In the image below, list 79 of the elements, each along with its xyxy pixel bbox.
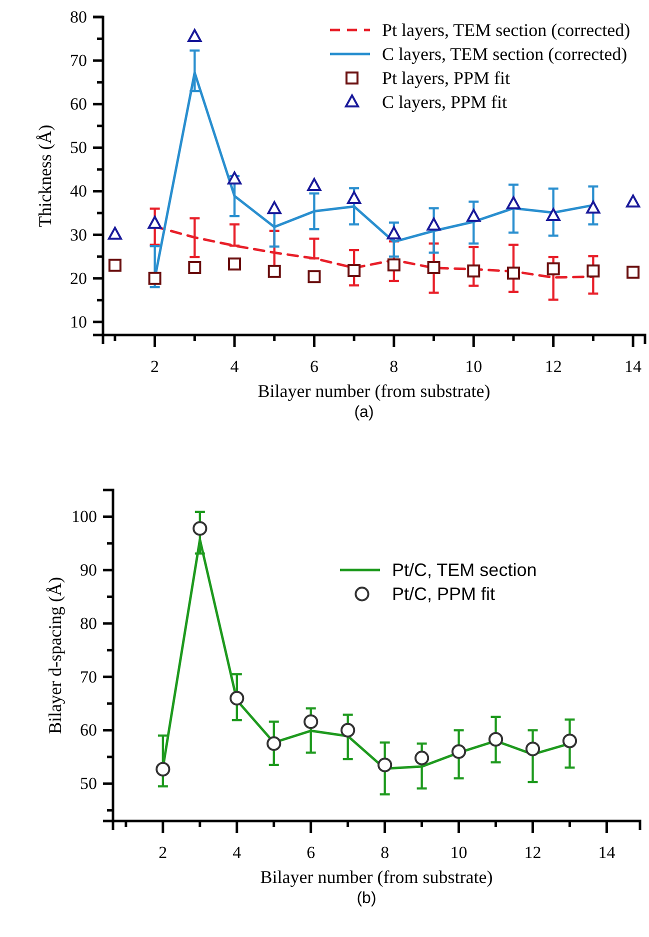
y-tick-label: 90	[80, 560, 97, 580]
x-tick-label: 14	[624, 357, 642, 376]
y-tick-label: 40	[70, 182, 87, 201]
point	[546, 262, 560, 276]
x-tick-label: 2	[158, 843, 168, 862]
y-tick-label: 70	[70, 51, 87, 70]
point	[467, 264, 480, 278]
point	[268, 264, 281, 278]
point	[307, 178, 322, 191]
point	[348, 264, 361, 278]
point	[347, 191, 362, 204]
legend-label: C layers, TEM section (corrected)	[382, 44, 628, 64]
x-tick-label: 4	[232, 843, 242, 862]
y-axis-title: Bilayer d-spacing (Å)	[45, 577, 65, 734]
y-tick-label: 50	[80, 774, 97, 794]
y-axis-title: Thickness (Å)	[35, 124, 55, 228]
x-tick-label: 12	[524, 843, 542, 862]
y-tick-label: 50	[70, 138, 87, 158]
point	[377, 758, 392, 772]
y-tick-label: 80	[80, 614, 97, 633]
point	[148, 216, 162, 229]
point	[228, 257, 242, 270]
point	[386, 226, 401, 240]
y-tick-label: 60	[80, 720, 97, 740]
x-tick-label: 10	[450, 843, 468, 862]
point	[414, 750, 430, 766]
point	[546, 208, 560, 222]
point	[427, 260, 440, 274]
text: (b)	[356, 890, 376, 907]
point	[525, 742, 540, 756]
point	[108, 258, 122, 272]
x-tick-label: 6	[306, 843, 316, 862]
y-tick-label: 100	[72, 507, 97, 526]
y-tick-label: 60	[70, 94, 87, 114]
point	[387, 258, 400, 272]
point	[451, 744, 466, 759]
point	[506, 196, 521, 210]
x-tick-label: 12	[544, 357, 562, 376]
x-axis-title: Bilayer number (from substrate)	[260, 867, 493, 887]
x-tick-label: 10	[465, 357, 482, 376]
text: (a)	[354, 404, 374, 421]
point	[230, 690, 244, 706]
y-tick-label: 30	[70, 225, 87, 244]
point	[192, 521, 208, 536]
legend-label: Pt layers, PPM fit	[382, 68, 510, 88]
point	[626, 266, 640, 279]
point	[626, 194, 640, 208]
point	[227, 171, 242, 184]
point	[156, 762, 170, 777]
point	[586, 264, 600, 278]
x-tick-label: 2	[150, 357, 160, 376]
x-axis-title: Bilayer number (from substrate)	[258, 381, 490, 401]
x-tick-label: 8	[390, 357, 398, 376]
y-tick-label: 20	[70, 268, 87, 288]
x-tick-label: 14	[598, 843, 616, 862]
point	[466, 208, 481, 222]
point	[586, 200, 600, 214]
y-tick-label: 70	[80, 667, 97, 686]
point	[488, 732, 504, 747]
legend-label: C layers, PPM fit	[382, 92, 508, 112]
y-tick-label: 80	[70, 7, 87, 26]
x-tick-label: 4	[230, 357, 240, 376]
point	[267, 201, 282, 214]
legend-label: Pt/C, PPM fit	[392, 584, 496, 604]
point	[562, 734, 578, 748]
point	[304, 714, 318, 730]
point	[148, 272, 162, 285]
point	[308, 270, 321, 284]
legend-label: Pt layers, TEM section (corrected)	[382, 20, 630, 40]
point	[108, 226, 122, 240]
x-tick-label: 6	[310, 357, 318, 376]
point	[188, 260, 202, 274]
x-tick-label: 8	[380, 843, 390, 862]
point	[426, 218, 441, 231]
point	[506, 266, 520, 280]
legend-label: Pt/C, TEM section	[392, 560, 537, 580]
point	[340, 722, 356, 738]
point	[266, 736, 282, 751]
y-tick-label: 10	[70, 312, 87, 332]
